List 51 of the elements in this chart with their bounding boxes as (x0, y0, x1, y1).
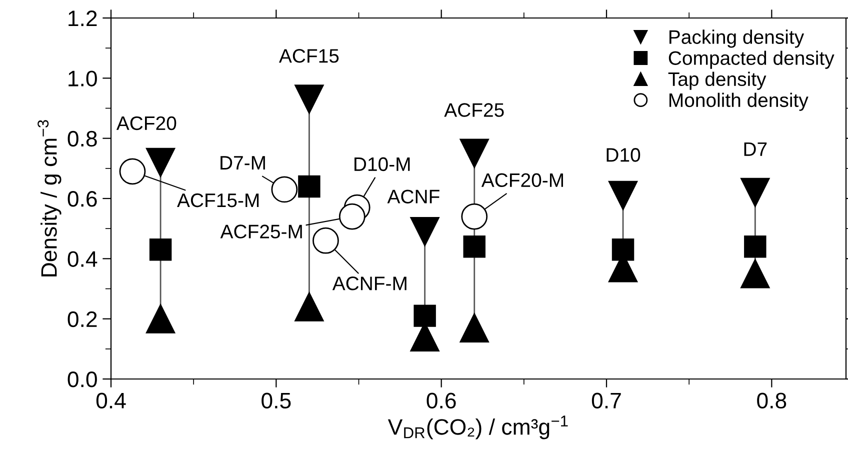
point (740, 178, 770, 208)
point (740, 259, 770, 288)
annotation: D10-M (354, 157, 410, 172)
point (119, 158, 146, 185)
legend-label: Tap density (668, 72, 766, 90)
annotation: D10 (606, 148, 640, 162)
point (463, 236, 486, 258)
x-axis-title: V$_{DR}$(CO₂) / cm³g$^{−1}$ (388, 416, 568, 440)
point (146, 304, 176, 334)
point (149, 238, 172, 261)
annotation: ACF25-M (220, 224, 302, 238)
point (294, 84, 324, 114)
legend-label: Compacted density (668, 50, 834, 69)
y-axis-title: Density / g cm$^{−3}$ (38, 120, 62, 276)
point (298, 175, 320, 198)
point (146, 148, 176, 177)
point (294, 292, 324, 322)
y-tick-label: 0.4 (68, 251, 98, 267)
legend-label: Monolith density (669, 92, 808, 111)
y-tick-label: 0.0 (68, 372, 97, 388)
x-tick-label: 0.4 (96, 392, 126, 409)
annotation: ACF20 (116, 116, 176, 130)
legend-label: Packing density (669, 30, 804, 48)
annotation: ACNF-M (332, 276, 406, 290)
x-tick-label: 0.5 (262, 392, 291, 409)
point (338, 203, 366, 230)
point (460, 313, 489, 342)
annotation: ACF25 (444, 103, 504, 117)
y-tick-label: 1.0 (68, 70, 97, 86)
y-tick-label: 1.2 (68, 10, 97, 26)
y-tick-label: 0.8 (68, 130, 97, 147)
annotation: D7-M (220, 156, 265, 170)
point (414, 304, 436, 327)
y-tick-label: 0.2 (68, 311, 97, 328)
annotation: D7 (744, 142, 767, 156)
x-tick-label: 0.7 (592, 392, 621, 409)
point (744, 236, 766, 258)
point (608, 180, 638, 210)
point (461, 203, 488, 230)
point (271, 176, 298, 203)
annotation: ACF15-M (177, 193, 259, 208)
x-tick-label: 0.8 (757, 392, 786, 409)
point (460, 138, 489, 168)
annotation: ACNF (387, 190, 440, 204)
annotation: ACF15 (278, 49, 339, 63)
point (410, 217, 440, 246)
point (312, 227, 339, 254)
annotation: ACF20-M (481, 173, 563, 188)
y-tick-label: 0.6 (68, 191, 97, 207)
x-tick-label: 0.6 (426, 392, 456, 409)
point (612, 238, 634, 261)
